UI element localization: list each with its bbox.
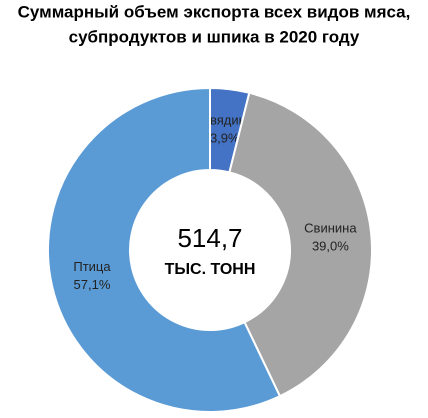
center-value: 514,7 [177, 223, 242, 253]
slice-label: Птица [73, 259, 111, 274]
donut-slice [228, 91, 373, 398]
chart-title: субпродуктов и шпика в 2020 году [69, 27, 360, 46]
value-label: 57,1% [74, 277, 111, 292]
value-label: 39,0% [312, 238, 349, 253]
center-unit: ТЫС. ТОНН [165, 261, 256, 278]
chart-title: Суммарный объем экспорта всех видов мяса… [18, 2, 411, 21]
slice-label: Свинина [304, 220, 357, 235]
donut-slice [47, 86, 282, 413]
value-label: 3,9% [210, 130, 240, 145]
